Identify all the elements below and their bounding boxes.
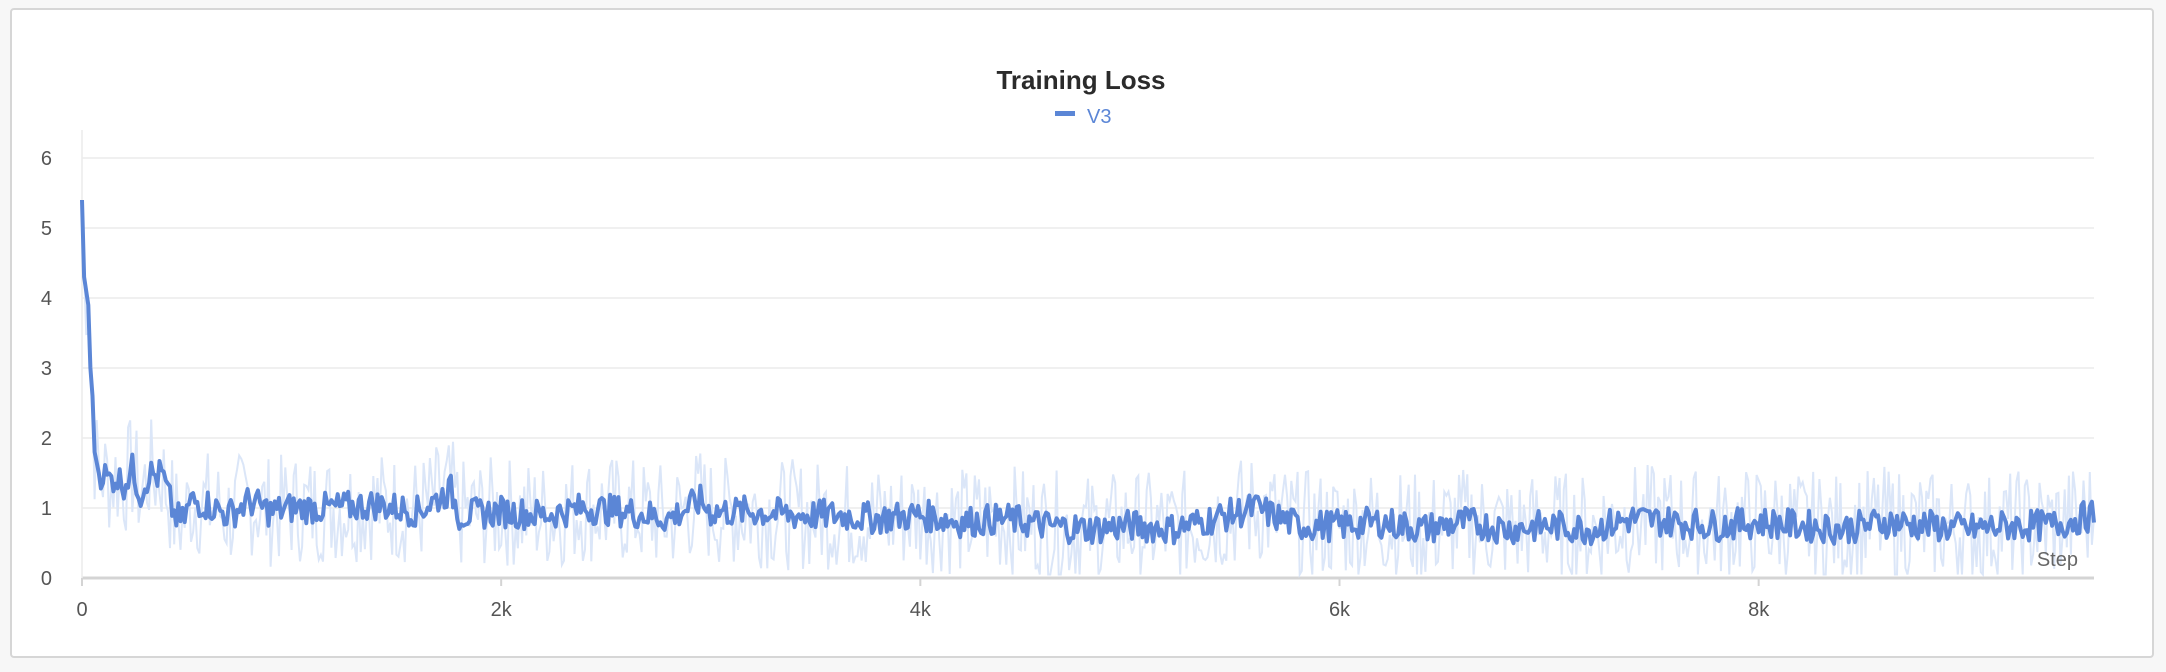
y-tick-label: 4	[41, 288, 52, 310]
y-tick-label: 0	[41, 568, 52, 590]
x-tick-label: 6k	[1329, 599, 1351, 621]
x-tick-label: 4k	[910, 599, 932, 621]
x-tick-label: 2k	[491, 599, 513, 621]
series-layer	[80, 199, 2096, 547]
chart-panel	[10, 8, 2154, 658]
chart-title: Training Loss	[996, 65, 1165, 95]
y-tick-label: 1	[41, 498, 52, 520]
y-tick-label: 6	[41, 148, 52, 170]
legend-swatch-v3	[1055, 111, 1075, 116]
y-tick-labels: 0 1 2 3 4 5 6	[41, 148, 52, 590]
y-tick-label: 3	[41, 358, 52, 380]
legend[interactable]: V3	[1055, 106, 1111, 128]
x-tick-label: 8k	[1748, 599, 1770, 621]
x-axis-label: Step	[2037, 549, 2078, 571]
x-tick-label: 0	[76, 599, 87, 621]
grid-lines	[82, 157, 2094, 509]
y-tick-label: 2	[41, 428, 52, 450]
x-tick-labels: 0 2k 4k 6k 8k	[76, 599, 1770, 621]
y-tick-label: 5	[41, 218, 52, 240]
legend-label-v3: V3	[1087, 106, 1111, 128]
series-v3-line	[80, 199, 2096, 547]
